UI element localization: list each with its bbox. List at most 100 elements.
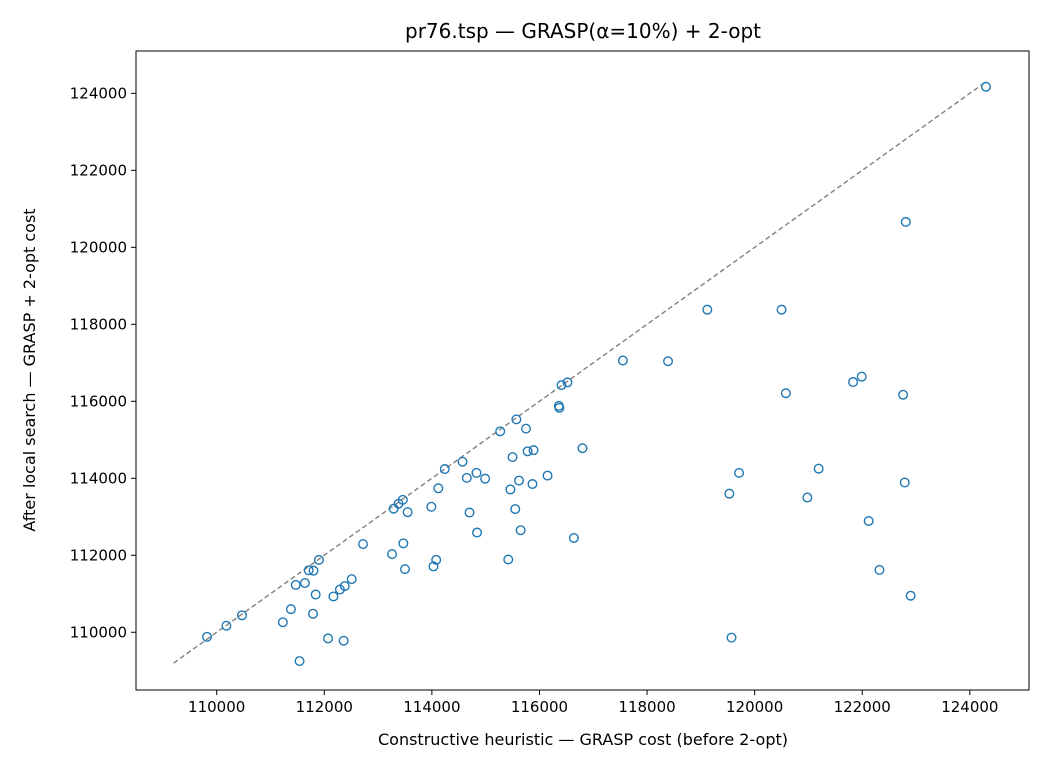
data-point <box>387 549 398 560</box>
data-point <box>562 377 573 388</box>
y-tick-label: 118000 <box>70 315 127 333</box>
plot-frame <box>135 50 1030 691</box>
data-point <box>521 423 532 434</box>
x-axis-label: Constructive heuristic — GRASP cost (bef… <box>378 730 788 749</box>
data-point <box>617 355 628 366</box>
data-point <box>328 591 339 602</box>
data-point <box>236 610 247 621</box>
y-tick-label: 116000 <box>70 392 127 410</box>
data-point <box>556 380 567 391</box>
y-tick-label: 112000 <box>70 546 127 564</box>
data-point <box>307 608 318 619</box>
data-point <box>577 443 588 454</box>
data-point <box>726 632 737 643</box>
data-point <box>505 484 516 495</box>
data-point <box>780 388 791 399</box>
x-tick-label: 112000 <box>296 698 353 716</box>
data-point <box>323 633 334 644</box>
data-point <box>339 581 350 592</box>
data-point <box>313 554 324 565</box>
data-point <box>388 503 399 514</box>
data-point <box>663 356 674 367</box>
data-point <box>863 516 874 527</box>
x-tick-label: 114000 <box>403 698 460 716</box>
data-point <box>433 483 444 494</box>
data-point <box>802 492 813 503</box>
data-point <box>303 565 314 576</box>
data-point <box>542 470 553 481</box>
y-tick-label: 110000 <box>70 623 127 641</box>
data-point <box>457 456 468 467</box>
y-tick-label: 124000 <box>70 84 127 102</box>
data-point <box>905 590 916 601</box>
data-point <box>898 389 909 400</box>
reference-line-group <box>173 81 987 664</box>
data-point <box>528 445 539 456</box>
data-point <box>426 501 437 512</box>
y-axis: 110000 112000 114000 116000 118000 120000 1220… <box>70 84 136 641</box>
y-axis-label: After local search — GRASP + 2-opt cost <box>20 208 39 531</box>
data-point <box>702 304 713 315</box>
data-point <box>399 564 410 575</box>
data-point <box>202 631 213 642</box>
data-point <box>428 561 439 572</box>
data-point <box>514 475 525 486</box>
y-tick-label: 120000 <box>70 238 127 256</box>
data-point <box>776 304 787 315</box>
data-point <box>464 507 475 518</box>
x-tick-label: 124000 <box>941 698 998 716</box>
data-point <box>527 479 538 490</box>
chart-title: pr76.tsp — GRASP(α=10%) + 2-opt <box>405 19 761 43</box>
data-point <box>554 402 565 413</box>
reference-line <box>173 81 987 664</box>
data-point <box>471 467 482 478</box>
data-point <box>874 564 885 575</box>
data-point <box>461 472 472 483</box>
y-tick-label: 122000 <box>70 161 127 179</box>
data-point <box>472 527 483 538</box>
data-point <box>856 371 867 382</box>
data-point <box>277 617 288 628</box>
data-point <box>310 589 321 600</box>
x-axis: 110000 112000 114000 116000 118000 120000 1220… <box>188 690 998 716</box>
data-point <box>511 414 522 425</box>
data-point <box>439 464 450 475</box>
data-points <box>202 81 991 667</box>
data-point <box>480 473 491 484</box>
data-point <box>338 635 349 646</box>
data-point <box>294 656 305 667</box>
plot-area <box>135 50 1030 691</box>
y-tick-label: 114000 <box>70 469 127 487</box>
data-point <box>515 525 526 536</box>
data-point <box>398 538 409 549</box>
data-point <box>510 504 521 515</box>
data-point <box>813 463 824 474</box>
data-point <box>290 579 301 590</box>
data-point <box>402 507 413 518</box>
x-tick-label: 122000 <box>834 698 891 716</box>
x-tick-label: 118000 <box>618 698 675 716</box>
data-point <box>503 554 514 565</box>
data-point <box>358 539 369 550</box>
data-point <box>980 81 991 92</box>
x-tick-label: 116000 <box>511 698 568 716</box>
data-point <box>899 477 910 488</box>
data-point <box>522 446 533 457</box>
data-point <box>507 452 518 463</box>
data-point <box>285 604 296 615</box>
data-point <box>568 532 579 543</box>
data-point <box>495 426 506 437</box>
data-point <box>724 488 735 499</box>
data-point <box>397 494 408 505</box>
data-point <box>346 574 357 585</box>
data-point <box>221 620 232 631</box>
data-point <box>431 554 442 565</box>
x-tick-label: 110000 <box>188 698 245 716</box>
x-tick-label: 120000 <box>726 698 783 716</box>
data-point <box>848 377 859 388</box>
data-point <box>308 565 319 576</box>
data-point <box>900 216 911 227</box>
data-point <box>299 577 310 588</box>
data-point <box>734 467 745 478</box>
